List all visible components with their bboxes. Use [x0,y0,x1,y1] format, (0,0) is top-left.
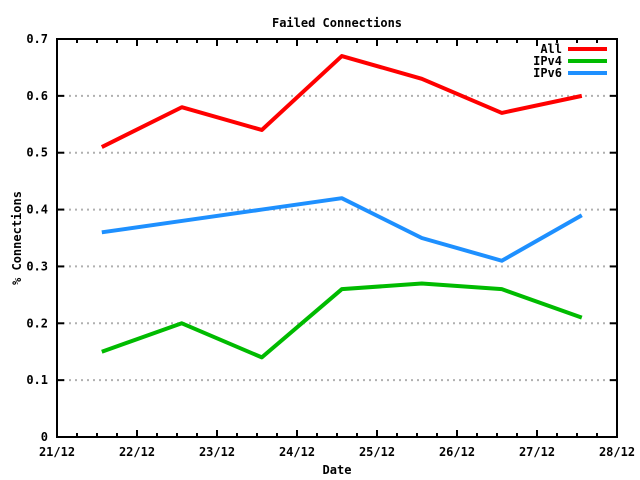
x-tick-label: 28/12 [599,445,635,459]
y-tick-label: 0.5 [26,146,48,160]
x-tick-label: 22/12 [119,445,155,459]
y-tick-label: 0.6 [26,89,48,103]
y-tick-label: 0.7 [26,32,48,46]
x-tick-label: 25/12 [359,445,395,459]
x-tick-label: 23/12 [199,445,235,459]
series-line-all [100,54,583,149]
x-tick-label: 21/12 [39,445,75,459]
y-tick-label: 0.2 [26,316,48,330]
y-tick-label: 0.4 [26,203,48,217]
y-tick-label: 0.3 [26,259,48,273]
series-line-ipv6 [101,196,583,263]
plot-border [56,38,618,438]
x-tick-label: 24/12 [279,445,315,459]
legend-label-all: All [540,42,562,56]
legend-label-ipv4: IPv4 [533,54,562,68]
x-tick-label: 26/12 [439,445,475,459]
y-tick-label: 0 [41,430,48,444]
x-axis-title: Date [322,463,352,477]
y-tick-label: 0.1 [26,373,48,387]
chart-title: Failed Connections [271,16,403,30]
legend-label-ipv6: IPv6 [533,66,562,80]
series-line-ipv4 [101,281,583,360]
x-tick-label: 27/12 [519,445,555,459]
